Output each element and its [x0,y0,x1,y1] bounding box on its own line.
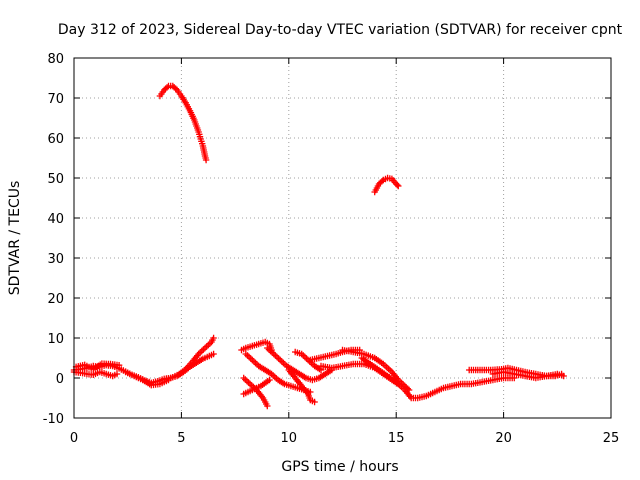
series-arc18 [371,174,402,196]
data-point [115,362,123,369]
data-point [266,376,273,384]
series-arc10 [240,376,273,398]
series-arc20 [489,368,567,382]
data-point [378,178,386,185]
x-axis-label: GPS time / hours [281,459,398,475]
data-point [202,156,210,164]
data-point [163,84,171,91]
data-point [394,181,401,189]
y-tick-label: 20 [47,292,64,307]
y-tick-label: 30 [47,252,64,267]
data-point [210,334,217,342]
chart-title: Day 312 of 2023, Sidereal Day-to-day VTE… [58,22,623,38]
x-tick-label: 15 [388,431,405,446]
x-tick-label: 25 [603,431,620,446]
grid-lines [74,58,611,418]
y-tick-label: 60 [47,132,64,147]
series-arc5 [163,334,217,383]
series-arc3 [72,360,123,373]
data-point [395,182,402,190]
y-tick-label: 10 [47,332,64,347]
series-arc17 [358,354,518,402]
series-arc14 [307,346,363,364]
data-point [210,350,217,358]
y-axis-label: SDTVAR / TECUs [7,181,23,296]
data-points [70,82,567,410]
data-point [311,398,318,406]
y-tick-label: 70 [47,92,64,107]
series-arc19 [466,364,565,380]
data-point [172,85,179,92]
series-arc4 [122,368,172,389]
axis-ticks: 0 5 10 15 20 25 -10 0 10 20 30 40 50 60 70 80 [43,52,620,446]
y-tick-label: 80 [47,52,64,67]
plot-frame [73,57,612,419]
x-tick-label: 20 [495,431,512,446]
series-arc12 [285,366,318,406]
x-tick-label: 5 [177,431,185,446]
data-point [264,402,271,410]
y-tick-label: 50 [47,172,64,187]
y-tick-label: 40 [47,212,64,227]
x-tick-label: 0 [70,431,78,446]
data-point [560,372,567,380]
x-tick-label: 10 [281,431,298,446]
data-point [113,370,121,378]
y-tick-label: 0 [56,372,64,387]
y-tick-label: -10 [43,412,64,427]
series-arc9 [240,374,271,410]
series-arc6 [156,82,210,164]
